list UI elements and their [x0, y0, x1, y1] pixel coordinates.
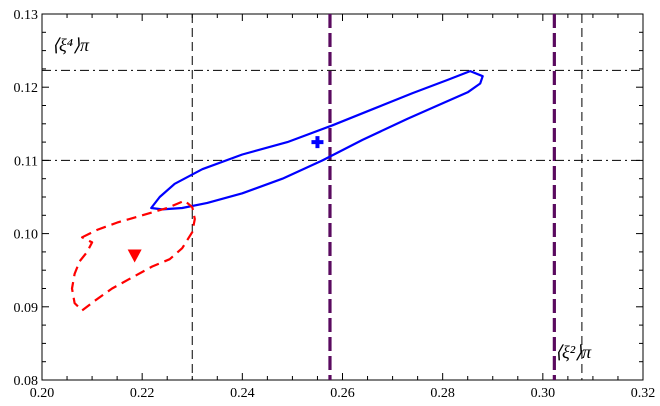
x-tick-label: 0.24	[230, 386, 255, 401]
x-tick-label: 0.30	[531, 386, 556, 401]
y-tick-label: 0.09	[14, 301, 39, 316]
x-axis-label: ⟨ξ²⟩π	[555, 342, 592, 362]
contour-dashed-red	[70, 199, 196, 312]
y-tick-label: 0.11	[14, 154, 38, 169]
y-tick-label: 0.12	[14, 81, 39, 96]
y-axis-label: ⟨ξ⁴⟩π	[52, 35, 90, 55]
y-tick-label: 0.10	[14, 228, 39, 243]
point-cross-blue	[311, 136, 324, 149]
contour-solid-blue	[150, 69, 484, 211]
x-tick-label: 0.22	[130, 386, 155, 401]
x-tick-label: 0.20	[30, 386, 55, 401]
x-tick-label: 0.28	[430, 386, 455, 401]
plot-area: 0.20 0.22 0.24 0.26 0.28 0.30 0.32 0.08 0.09 0.10…	[14, 8, 656, 401]
y-tick-label: 0.13	[14, 8, 39, 23]
x-tick-label: 0.26	[330, 386, 355, 401]
x-tick-label: 0.32	[631, 386, 656, 401]
point-triangle-red	[127, 249, 142, 263]
y-tick-label: 0.08	[14, 374, 39, 389]
